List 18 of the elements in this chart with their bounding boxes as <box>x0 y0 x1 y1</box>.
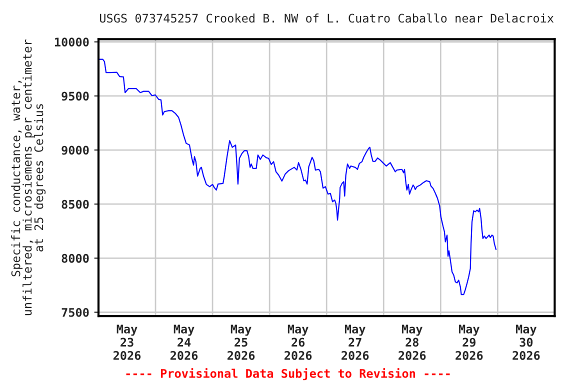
x-tick-label: May 27 2026 <box>342 324 369 360</box>
chart-title: USGS 073745257 Crooked B. NW of L. Cuatro Caballo near Delacroix <box>100 13 554 23</box>
y-tick-label: 7500 <box>62 308 89 317</box>
text: ---- Provisional Data Subject to Revision ---- <box>126 368 450 380</box>
x-tick-label: May 25 2026 <box>228 324 255 360</box>
y-tick-label: 10000 <box>55 38 89 47</box>
y-tick-label: 8000 <box>62 254 89 263</box>
y-tick-label: 8500 <box>62 200 89 209</box>
x-tick-label: May 30 2026 <box>512 324 540 360</box>
x-tick-label: May 23 2026 <box>113 324 141 360</box>
y-axis-title: Specific conductance, water, unfiltered, microsiemens per centimeter at 25 degrees Celsius <box>11 39 46 316</box>
x-tick-label: May 29 2026 <box>456 324 483 360</box>
x-tick-label: May 28 2026 <box>398 324 426 360</box>
x-tick-label: May 26 2026 <box>284 324 312 360</box>
line-series <box>98 58 497 296</box>
y-tick-label: 9500 <box>62 92 89 101</box>
x-tick-label: May 24 2026 <box>170 324 198 360</box>
y-tick-label: 9000 <box>62 146 89 155</box>
